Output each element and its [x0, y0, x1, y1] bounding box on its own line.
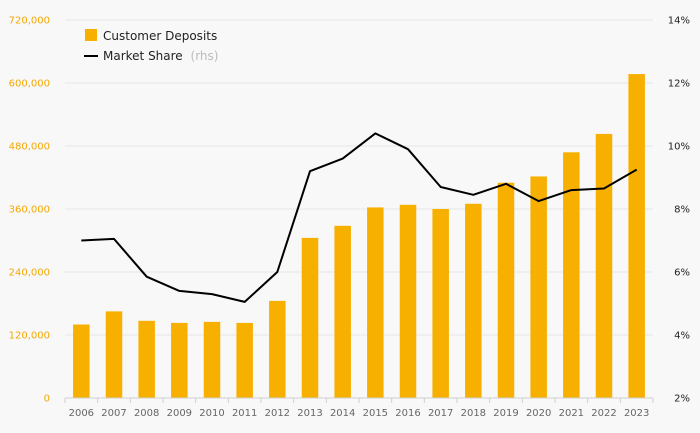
x-tick-label: 2015 — [363, 408, 388, 419]
y-left-tick-label: 240,000 — [9, 268, 50, 279]
x-tick-label: 2022 — [591, 408, 616, 419]
bar — [497, 182, 515, 398]
bar — [269, 300, 286, 398]
y-left-tick-label: 120,000 — [9, 331, 50, 342]
y-right-tick-label: 12% — [668, 79, 690, 90]
bar — [334, 225, 351, 398]
y-left-tick-label: 0 — [44, 394, 50, 405]
market-share-line — [81, 132, 638, 303]
x-tick-label: 2020 — [526, 408, 551, 419]
y-left-tick-label: 480,000 — [9, 142, 50, 153]
bar — [203, 321, 221, 398]
legend-label-deposits: Customer Deposits — [103, 29, 217, 43]
x-tick-label: 2018 — [461, 408, 486, 419]
bar — [301, 237, 319, 398]
bar — [105, 311, 123, 398]
bar — [628, 74, 645, 398]
x-tick-label: 2008 — [134, 408, 159, 419]
legend-label-market-share: Market Share (rhs) — [103, 49, 218, 63]
y-left-tick-label: 600,000 — [9, 79, 50, 90]
x-tick-label: 2013 — [297, 408, 322, 419]
bar — [563, 152, 580, 398]
bar — [465, 203, 482, 398]
market-share-line-group — [81, 132, 638, 303]
x-tick-label: 2023 — [624, 408, 649, 419]
bar — [432, 209, 449, 398]
axes: 0 120,000 240,000 360,000 480,000 600,000 720,… — [9, 16, 690, 420]
y-right-tick-label: 4% — [674, 331, 690, 342]
x-tick-label: 2019 — [493, 408, 518, 419]
bars — [73, 74, 645, 399]
y-left-tick-label: 720,000 — [9, 16, 50, 27]
x-tick-label: 2006 — [69, 408, 94, 419]
y-left-tick-label: 360,000 — [9, 205, 50, 216]
bar — [236, 322, 253, 398]
y-right-tick-label: 14% — [668, 16, 690, 27]
x-tick-label: 2011 — [232, 408, 257, 419]
bar — [595, 133, 613, 399]
legend-label-market-share-name: Market Share — [103, 49, 183, 63]
bar — [171, 322, 188, 398]
legend-swatch-deposits — [85, 29, 97, 41]
x-tick-label: 2012 — [265, 408, 290, 419]
x-tick-label: 2009 — [167, 408, 192, 419]
bar — [399, 204, 417, 398]
gridlines — [65, 19, 653, 336]
x-tick-label: 2017 — [428, 408, 453, 419]
bar — [530, 176, 547, 398]
y-right-tick-label: 10% — [668, 142, 690, 153]
bar — [367, 207, 384, 398]
legend: Customer Deposits Market Share (rhs) — [84, 29, 218, 63]
bar — [138, 320, 155, 398]
bar — [73, 324, 90, 398]
legend-label-rhs: (rhs) — [191, 49, 219, 63]
y-right-tick-label: 6% — [674, 268, 690, 279]
x-tick-label: 2010 — [199, 408, 224, 419]
x-tick-label: 2016 — [395, 408, 420, 419]
x-tick-label: 2014 — [330, 408, 355, 419]
y-right-tick-label: 2% — [674, 394, 690, 405]
y-right-tick-label: 8% — [674, 205, 690, 216]
x-tick-label: 2021 — [559, 408, 584, 419]
x-tick-label: 2007 — [101, 408, 126, 419]
